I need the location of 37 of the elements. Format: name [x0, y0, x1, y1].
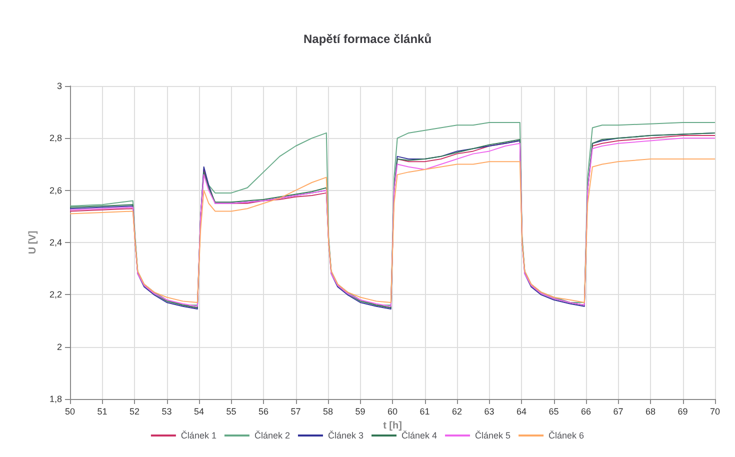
x-tick-label: 65: [548, 406, 559, 416]
x-tick-label: 60: [387, 406, 398, 416]
legend-label: Článek 5: [475, 430, 511, 440]
x-tick-label: 56: [258, 406, 269, 416]
legend-label: Článek 6: [548, 430, 584, 440]
x-tick-label: 53: [162, 406, 172, 416]
legend-label: Článek 4: [402, 430, 438, 440]
y-tick-label: 3: [56, 81, 62, 91]
legend-label: Článek 3: [328, 430, 364, 440]
x-tick-label: 70: [710, 406, 720, 416]
legend-label: Článek 1: [180, 430, 216, 440]
y-axis-title: U [V]: [28, 230, 38, 254]
x-tick-label: 67: [613, 406, 624, 416]
y-tick-label: 2,6: [49, 185, 62, 196]
x-tick-label: 50: [64, 406, 76, 416]
y-tick-label: 2,4: [49, 238, 62, 248]
legend-label: Článek 2: [254, 430, 290, 440]
x-tick-label: 64: [516, 406, 527, 416]
x-tick-label: 57: [290, 406, 301, 416]
x-tick-label: 54: [194, 406, 204, 416]
x-tick-label: 55: [226, 406, 236, 416]
x-tick-label: 68: [645, 406, 656, 416]
x-tick-label: 66: [580, 406, 592, 416]
x-tick-label: 59: [355, 406, 366, 416]
y-tick-label: 2,2: [49, 290, 62, 300]
y-tick-label: 1,8: [49, 394, 62, 404]
x-tick-label: 52: [129, 406, 140, 416]
y-tick-label: 2,8: [49, 133, 62, 144]
x-tick-label: 69: [678, 406, 688, 416]
x-tick-label: 61: [420, 406, 430, 416]
x-tick-label: 62: [452, 406, 462, 416]
y-tick-label: 2: [56, 342, 62, 352]
x-tick-label: 51: [97, 406, 108, 416]
x-tick-label: 63: [484, 406, 494, 416]
x-tick-label: 58: [322, 406, 334, 416]
x-axis-title: t [h]: [383, 420, 402, 432]
chart-title: Napětí formace článků: [303, 32, 432, 46]
